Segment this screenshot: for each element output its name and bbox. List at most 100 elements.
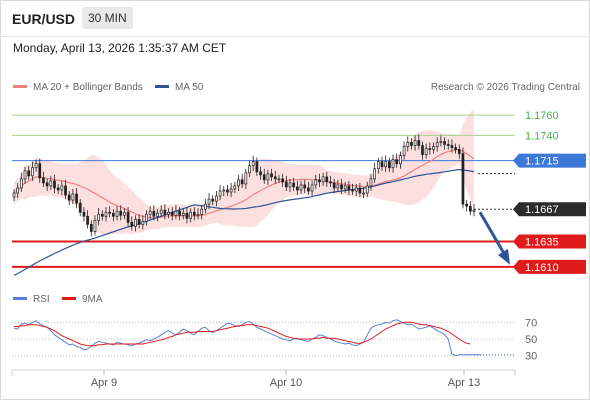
research-credit: Research © 2026 Trading Central <box>431 82 580 93</box>
candle-body <box>284 181 288 188</box>
candle-body <box>288 182 292 188</box>
candle-body <box>42 177 45 184</box>
rsi-ma-line <box>14 321 471 347</box>
candle-body <box>100 213 104 217</box>
candle-body <box>266 173 270 181</box>
candle-body <box>468 205 472 212</box>
timeframe-badge[interactable]: 30 MIN <box>82 7 133 29</box>
level-tag-1-1667: 1.1667 <box>513 202 586 217</box>
candle-body <box>71 193 75 201</box>
candle-body <box>406 142 410 147</box>
candle-body <box>145 213 148 222</box>
candle-body <box>222 189 226 192</box>
candle-body <box>215 195 218 202</box>
candle-body <box>38 163 42 179</box>
candle-body <box>75 193 78 204</box>
candle-body <box>16 187 20 194</box>
chart-datetime: Monday, April 13, 2026 1:35:37 AM CET <box>13 41 227 55</box>
candle-body <box>402 146 406 156</box>
candle-body <box>248 165 251 174</box>
candle-body <box>86 215 89 225</box>
candle-body <box>310 184 314 192</box>
candle-body <box>376 161 380 170</box>
candle-body <box>461 153 465 205</box>
ma50-legend-label: MA 50 <box>175 82 204 93</box>
rsi-legend-swatch <box>13 297 27 300</box>
candle-body <box>270 173 273 178</box>
bollinger-band-area <box>14 109 474 235</box>
candle-body <box>53 180 56 189</box>
candle-body <box>255 161 259 173</box>
candle-body <box>244 172 248 185</box>
candle-body <box>373 168 376 180</box>
level-tag-background <box>513 153 586 168</box>
candle-body <box>446 144 450 146</box>
candle-body <box>163 209 167 215</box>
chart-header: EUR/USD 30 MIN <box>0 0 590 36</box>
candle-body <box>354 187 358 192</box>
candle-body <box>226 189 229 193</box>
candle-body <box>89 224 93 232</box>
candle-body <box>189 211 192 219</box>
candle-body <box>192 211 196 216</box>
candle-body <box>229 188 233 193</box>
candle-body <box>200 208 204 215</box>
rsi-tick-label-70: 70 <box>525 317 537 329</box>
level-tag-background <box>513 234 586 249</box>
candle-body <box>428 148 432 150</box>
candle-body <box>45 182 49 187</box>
rsi-legend-label: RSI <box>33 294 50 305</box>
candle-body <box>424 148 428 155</box>
candle-body <box>27 170 31 177</box>
candle-body <box>170 211 174 216</box>
candle-body <box>391 159 395 169</box>
candle-body <box>23 170 27 180</box>
candle-body <box>417 140 421 146</box>
candle-body <box>20 178 23 189</box>
candle-body <box>167 211 170 215</box>
candlesticks <box>12 134 476 237</box>
forecast-arrow-head <box>498 248 510 265</box>
candle-body <box>97 213 100 221</box>
candle-body <box>299 184 303 191</box>
level-label-1-1760: 1.1760 <box>525 110 559 122</box>
candle-body <box>49 180 53 187</box>
candle-body <box>12 192 16 198</box>
candle-body <box>174 210 178 216</box>
candle-body <box>384 161 388 168</box>
candle-body <box>388 161 391 169</box>
candle-body <box>343 185 347 190</box>
ma20-legend-swatch <box>13 85 27 88</box>
level-tag-1-1715: 1.1715 <box>513 153 586 168</box>
level-tag-background <box>513 259 586 274</box>
candle-body <box>218 190 222 197</box>
x-axis: Apr 9 Apr 10 Apr 13 <box>11 369 516 389</box>
candle-body <box>159 209 163 214</box>
candle-body <box>178 210 181 216</box>
candle-body <box>318 179 321 183</box>
header-divider <box>0 36 590 37</box>
candle-body <box>108 211 112 214</box>
candle-body <box>130 221 134 227</box>
ma50-line <box>13 168 475 276</box>
x-tick-label-apr-9: Apr 9 <box>91 377 117 389</box>
rsi-legend: RSI 9MA <box>13 294 103 305</box>
candle-body <box>34 163 38 169</box>
candle-body <box>152 210 156 217</box>
candle-body <box>358 187 362 194</box>
candle-body <box>104 211 108 217</box>
level-tag-text: 1.1610 <box>525 262 559 274</box>
level-tag-text: 1.1715 <box>525 156 559 168</box>
candle-body <box>211 198 215 202</box>
candle-body <box>325 176 329 183</box>
candle-body <box>395 159 399 165</box>
candle-body <box>273 176 277 180</box>
candle-body <box>181 212 185 216</box>
candle-body <box>115 210 119 217</box>
candle-body <box>277 178 281 181</box>
candle-body <box>351 189 354 192</box>
candle-body <box>196 213 200 216</box>
moving-averages <box>13 148 475 276</box>
candle-body <box>465 203 468 207</box>
candle-body <box>321 176 325 183</box>
